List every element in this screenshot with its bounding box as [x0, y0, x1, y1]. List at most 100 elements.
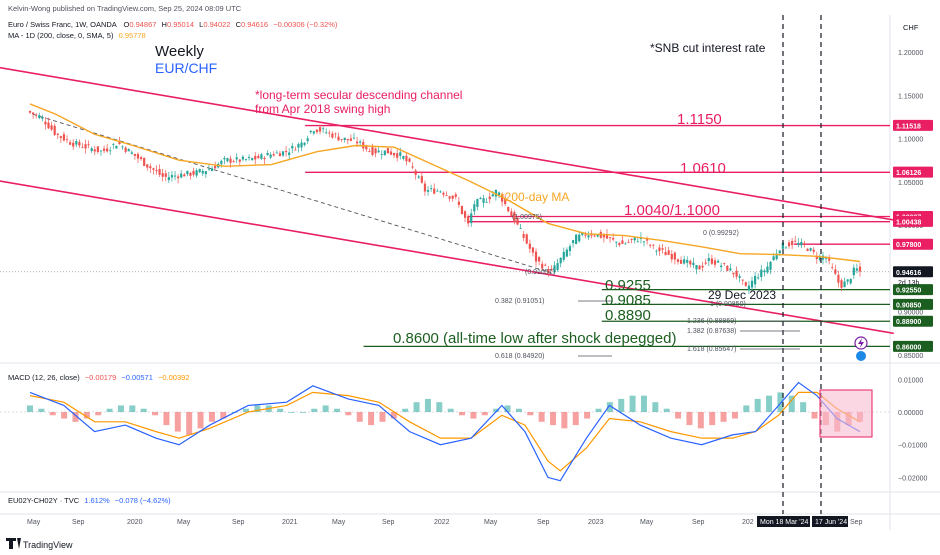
candle-body-29 — [118, 141, 121, 145]
candle-body-10 — [59, 136, 62, 138]
x-tick-11: 2023 — [588, 519, 604, 526]
date-badge-jun: 17 Jun '24 — [815, 519, 847, 526]
candle-body-68 — [238, 159, 241, 162]
candle-body-253 — [809, 248, 812, 251]
candle-body-15 — [75, 141, 78, 145]
candle-body-53 — [192, 170, 195, 175]
macd-line — [29, 381, 861, 482]
candle-body-44 — [164, 173, 167, 177]
candle-body-31 — [124, 147, 127, 152]
candle-body-141 — [463, 211, 467, 218]
x-tick-3: May — [177, 519, 191, 526]
macd-legend-macd: −0.00571 — [121, 373, 153, 382]
axis-label-bg-5 — [893, 266, 933, 278]
macd-hist-bar-65 — [766, 395, 773, 412]
event-icon[interactable] — [856, 351, 866, 361]
ma-note: *200-day MA — [500, 190, 569, 204]
axis-label-8: 0.88900 — [896, 319, 921, 326]
candle-body-188 — [608, 237, 612, 239]
candle-body-229 — [735, 270, 738, 277]
candle-body-9 — [56, 133, 59, 135]
candle-body-187 — [605, 233, 609, 239]
candle-body-27 — [112, 144, 115, 146]
candle-body-162 — [528, 243, 531, 249]
candle-body-57 — [204, 171, 207, 175]
macd-hist-bar-2 — [49, 412, 56, 416]
x-tick-5: 2021 — [282, 519, 298, 526]
spread-legend-value: 1.612% — [84, 496, 110, 505]
candle-body-238 — [763, 270, 766, 273]
spread-legend: EU02Y-CH02Y · TVC 1.612% −0.078 (−4.62%) — [8, 496, 171, 505]
macd-hist-bar-9 — [129, 405, 136, 412]
candle-body-153 — [500, 194, 504, 202]
price-tick-0: 1.20000 — [898, 50, 923, 57]
candle-body-65 — [229, 158, 232, 163]
candle-body-131 — [433, 188, 436, 194]
candle-body-5 — [44, 121, 47, 125]
x-tick-8: 2022 — [434, 519, 450, 526]
channel-lower-line — [0, 180, 894, 335]
candle-body-56 — [201, 170, 204, 174]
candle-body-140 — [460, 205, 464, 215]
candle-body-268 — [855, 268, 859, 271]
candle-body-39 — [149, 166, 152, 169]
candle-body-4 — [41, 117, 44, 119]
ma-legend-label: MA - 1D (200, close, 0, SMA, 5) — [8, 31, 114, 40]
candle-body-202 — [652, 244, 655, 246]
candle-body-168 — [547, 269, 550, 273]
candle-body-64 — [226, 158, 229, 162]
candle-body-78 — [269, 154, 272, 158]
candle-body-72 — [251, 158, 254, 161]
candle-body-12 — [65, 139, 69, 141]
macd-hist-bar-26 — [322, 405, 329, 412]
candle-body-219 — [704, 262, 707, 264]
candle-body-172 — [559, 257, 562, 264]
candle-body-264 — [843, 281, 846, 288]
candle-body-149 — [488, 196, 491, 200]
macd-hist-bar-35 — [424, 398, 431, 412]
macd-hist-bar-67 — [788, 395, 795, 412]
candle-body-83 — [284, 150, 288, 153]
candle-body-124 — [411, 166, 414, 168]
candle-body-224 — [720, 265, 723, 268]
candle-body-43 — [161, 173, 164, 177]
date-badge-jun-bg — [812, 516, 848, 527]
macd-hist-bar-22 — [277, 408, 284, 412]
price-axis-ticks: 1.200001.150001.100001.050001.000000.950… — [898, 50, 927, 482]
candle-body-212 — [683, 259, 686, 264]
candle-body-41 — [155, 169, 158, 172]
candle-body-80 — [275, 152, 278, 154]
candle-body-199 — [642, 241, 646, 243]
candle-body-119 — [396, 153, 399, 158]
macd-hist-bar-51 — [606, 402, 613, 412]
candle-body-11 — [62, 134, 66, 141]
price-tick-1: 1.15000 — [898, 93, 923, 100]
candle-body-22 — [96, 146, 99, 152]
candle-body-160 — [522, 234, 525, 238]
candle-body-206 — [664, 252, 667, 256]
candle-body-37 — [143, 157, 146, 166]
macd-hist-bar-56 — [663, 408, 670, 412]
axis-label-1: 1.06126 — [896, 170, 921, 177]
candle-body-161 — [525, 234, 528, 244]
candle-body-252 — [806, 248, 809, 251]
candle-body-84 — [288, 152, 291, 156]
macd-hist-bar-66 — [777, 392, 784, 412]
candle-body-196 — [633, 237, 636, 241]
macd-hist-bar-29 — [356, 412, 363, 422]
candle-body-143 — [470, 213, 473, 224]
macd-hist-bar-47 — [561, 412, 568, 429]
candle-body-23 — [99, 150, 103, 152]
axis-label-0: 1.11518 — [896, 123, 921, 130]
axis-label-bg-1 — [893, 166, 933, 178]
candle-body-208 — [670, 254, 673, 260]
candle-body-258 — [824, 258, 828, 260]
candle-body-103 — [346, 138, 349, 141]
macd-hist-bar-39 — [470, 412, 477, 419]
macd-hist-bar-17 — [220, 412, 227, 419]
macd-hist-bar-63 — [743, 405, 750, 412]
candle-body-230 — [738, 276, 741, 278]
candle-body-86 — [294, 149, 297, 151]
candle-body-47 — [173, 175, 177, 177]
candle-body-137 — [451, 195, 454, 199]
